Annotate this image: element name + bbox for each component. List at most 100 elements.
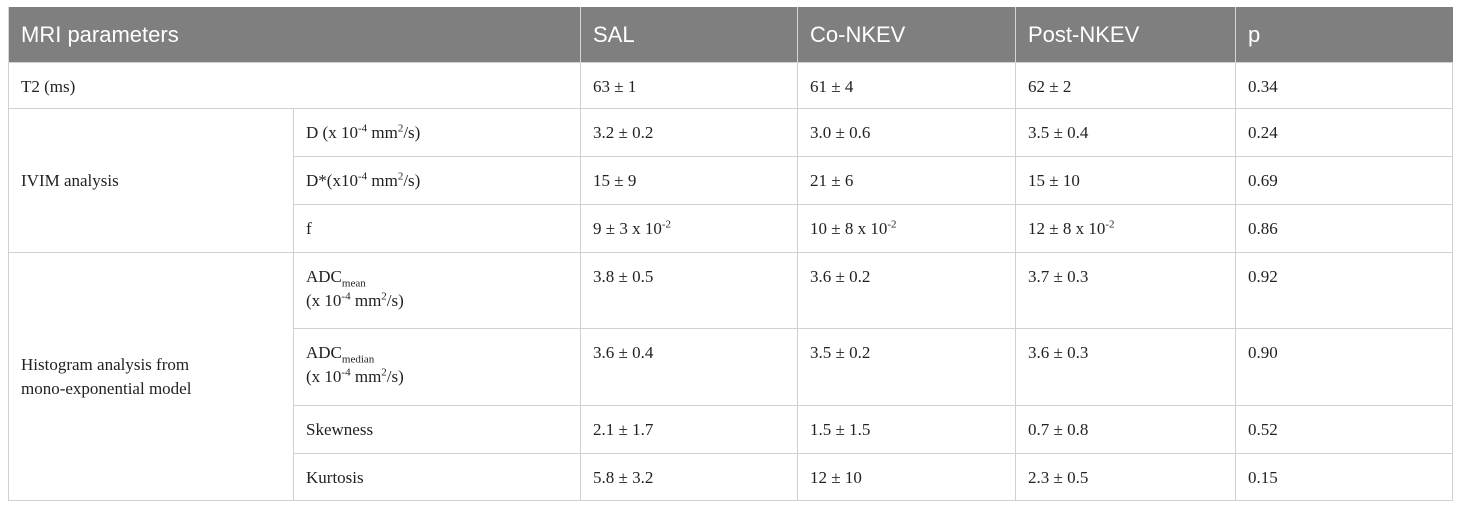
text: /s) bbox=[403, 171, 421, 190]
text: 15 ± 9 bbox=[593, 171, 637, 190]
text-line: 12 ± 10 bbox=[810, 466, 1015, 490]
text-line: T2 (ms) bbox=[21, 75, 580, 99]
table-header: MRI parameters SAL Co-NKEV Post-NKEV p bbox=[8, 7, 1453, 63]
text-line: D (x 10-4 mm2/s) bbox=[306, 121, 580, 145]
superscript: -4 bbox=[341, 366, 351, 379]
value-cell: 3.2 ± 0.2 bbox=[580, 108, 798, 157]
value-cell: 12 ± 8 x 10-2 bbox=[1015, 204, 1236, 253]
text: 63 ± 1 bbox=[593, 77, 637, 96]
text: 3.5 ± 0.2 bbox=[810, 343, 871, 362]
value-cell: 3.8 ± 0.5 bbox=[580, 252, 798, 329]
value-cell: 1.5 ± 1.5 bbox=[797, 405, 1016, 454]
text: 5.8 ± 3.2 bbox=[593, 468, 654, 487]
subscript: mean bbox=[341, 277, 366, 290]
text-line: 0.90 bbox=[1248, 341, 1452, 365]
text-line: 63 ± 1 bbox=[593, 75, 797, 99]
text-line: 21 ± 6 bbox=[810, 169, 1015, 193]
text: mm bbox=[367, 171, 398, 190]
header-cell: p bbox=[1235, 7, 1453, 63]
text: 0.69 bbox=[1248, 171, 1278, 190]
text-line: 0.34 bbox=[1248, 75, 1452, 99]
text-line: 3.2 ± 0.2 bbox=[593, 121, 797, 145]
text-line: 0.86 bbox=[1248, 217, 1452, 241]
superscript: -4 bbox=[357, 122, 368, 135]
group-label: IVIM analysis bbox=[8, 108, 294, 253]
text: Skewness bbox=[306, 420, 374, 439]
text-line: D*(x10-4 mm2/s) bbox=[306, 169, 580, 193]
superscript: 2 bbox=[397, 122, 404, 135]
group-label: T2 (ms) bbox=[8, 62, 581, 109]
table-row: Histogram analysis from mono-exponential … bbox=[8, 252, 1453, 501]
value-cell: 12 ± 10 bbox=[797, 453, 1016, 501]
value-cell: 3.6 ± 0.3 bbox=[1015, 328, 1236, 406]
text-line: Kurtosis bbox=[306, 466, 580, 490]
header-cell: MRI parameters bbox=[8, 7, 581, 63]
text: 0.92 bbox=[1248, 267, 1278, 286]
text: IVIM analysis bbox=[21, 170, 119, 190]
value-cell: 10 ± 8 x 10-2 bbox=[797, 204, 1016, 253]
parameter-cell: D (x 10-4 mm2/s) bbox=[293, 108, 581, 157]
header-row: MRI parameters SAL Co-NKEV Post-NKEV p bbox=[8, 7, 1453, 63]
text: 12 ± 10 bbox=[810, 468, 862, 487]
superscript: -4 bbox=[357, 170, 368, 183]
superscript: -2 bbox=[1105, 218, 1115, 231]
text: f bbox=[306, 219, 312, 238]
text: 15 ± 10 bbox=[1028, 171, 1080, 190]
text: 3.5 ± 0.4 bbox=[1028, 123, 1089, 142]
text-line: Skewness bbox=[306, 418, 580, 442]
text-line: 1.5 ± 1.5 bbox=[810, 418, 1015, 442]
value-cell: 15 ± 9 bbox=[580, 156, 798, 205]
value-cell: 0.90 bbox=[1235, 328, 1453, 406]
text-line: f bbox=[306, 217, 580, 241]
value-cell: 63 ± 1 bbox=[580, 62, 798, 109]
value-cell: 3.0 ± 0.6 bbox=[797, 108, 1016, 157]
text: /s) bbox=[386, 367, 404, 386]
text: 12 ± 8 x 10 bbox=[1028, 219, 1106, 238]
value-cell: 21 ± 6 bbox=[797, 156, 1016, 205]
text-line: 0.92 bbox=[1248, 265, 1452, 289]
text-line: 12 ± 8 x 10-2 bbox=[1028, 217, 1235, 241]
superscript: -2 bbox=[887, 218, 897, 231]
text-line: 0.52 bbox=[1248, 418, 1452, 442]
text: 0.34 bbox=[1248, 77, 1278, 96]
superscript: -4 bbox=[341, 290, 351, 303]
table-row: ADCmedian (x 10-4 mm2/s) 3.6 ± 0.4 3.5 ± 0.… bbox=[9, 328, 1453, 406]
text: 0.52 bbox=[1248, 420, 1278, 439]
text: 3.8 ± 0.5 bbox=[593, 267, 654, 286]
text: 3.6 ± 0.3 bbox=[1028, 343, 1089, 362]
text: mm bbox=[350, 291, 382, 310]
text: T2 (ms) bbox=[21, 77, 76, 96]
text: (x 10 bbox=[306, 367, 342, 386]
text-line: Histogram analysis from bbox=[21, 353, 293, 377]
text: ADC bbox=[306, 343, 342, 362]
text-line: 3.7 ± 0.3 bbox=[1028, 265, 1235, 289]
text: 3.6 ± 0.4 bbox=[593, 343, 654, 362]
value-cell: 2.1 ± 1.7 bbox=[580, 405, 798, 454]
text: /s) bbox=[403, 123, 421, 142]
superscript: 2 bbox=[381, 366, 387, 379]
text: 1.5 ± 1.5 bbox=[810, 420, 871, 439]
text-line: 2.1 ± 1.7 bbox=[593, 418, 797, 442]
group-label: Histogram analysis from mono-exponential … bbox=[8, 252, 294, 501]
text-line: 3.0 ± 0.6 bbox=[810, 121, 1015, 145]
value-cell: 5.8 ± 3.2 bbox=[580, 453, 798, 501]
text-line: 3.6 ± 0.3 bbox=[1028, 341, 1235, 365]
text-line: mono-exponential model bbox=[21, 377, 293, 401]
text-line: 15 ± 10 bbox=[1028, 169, 1235, 193]
text-line: (x 10-4 mm2/s) bbox=[306, 365, 580, 389]
text-line: 0.15 bbox=[1248, 466, 1452, 490]
value-cell: 3.6 ± 0.4 bbox=[580, 328, 798, 406]
text: mono-exponential model bbox=[21, 378, 192, 398]
text-line: 3.6 ± 0.2 bbox=[810, 265, 1015, 289]
text-line: ADCmean bbox=[306, 265, 580, 289]
parameter-cell: ADCmedian (x 10-4 mm2/s) bbox=[293, 328, 581, 406]
value-cell: 0.34 bbox=[1235, 62, 1453, 109]
text: 3.0 ± 0.6 bbox=[810, 123, 871, 142]
header-cell: Co-NKEV bbox=[797, 7, 1016, 63]
text-line: 5.8 ± 3.2 bbox=[593, 466, 797, 490]
text: 62 ± 2 bbox=[1028, 77, 1072, 96]
text: mm bbox=[350, 367, 382, 386]
text: 9 ± 3 x 10 bbox=[593, 219, 662, 238]
